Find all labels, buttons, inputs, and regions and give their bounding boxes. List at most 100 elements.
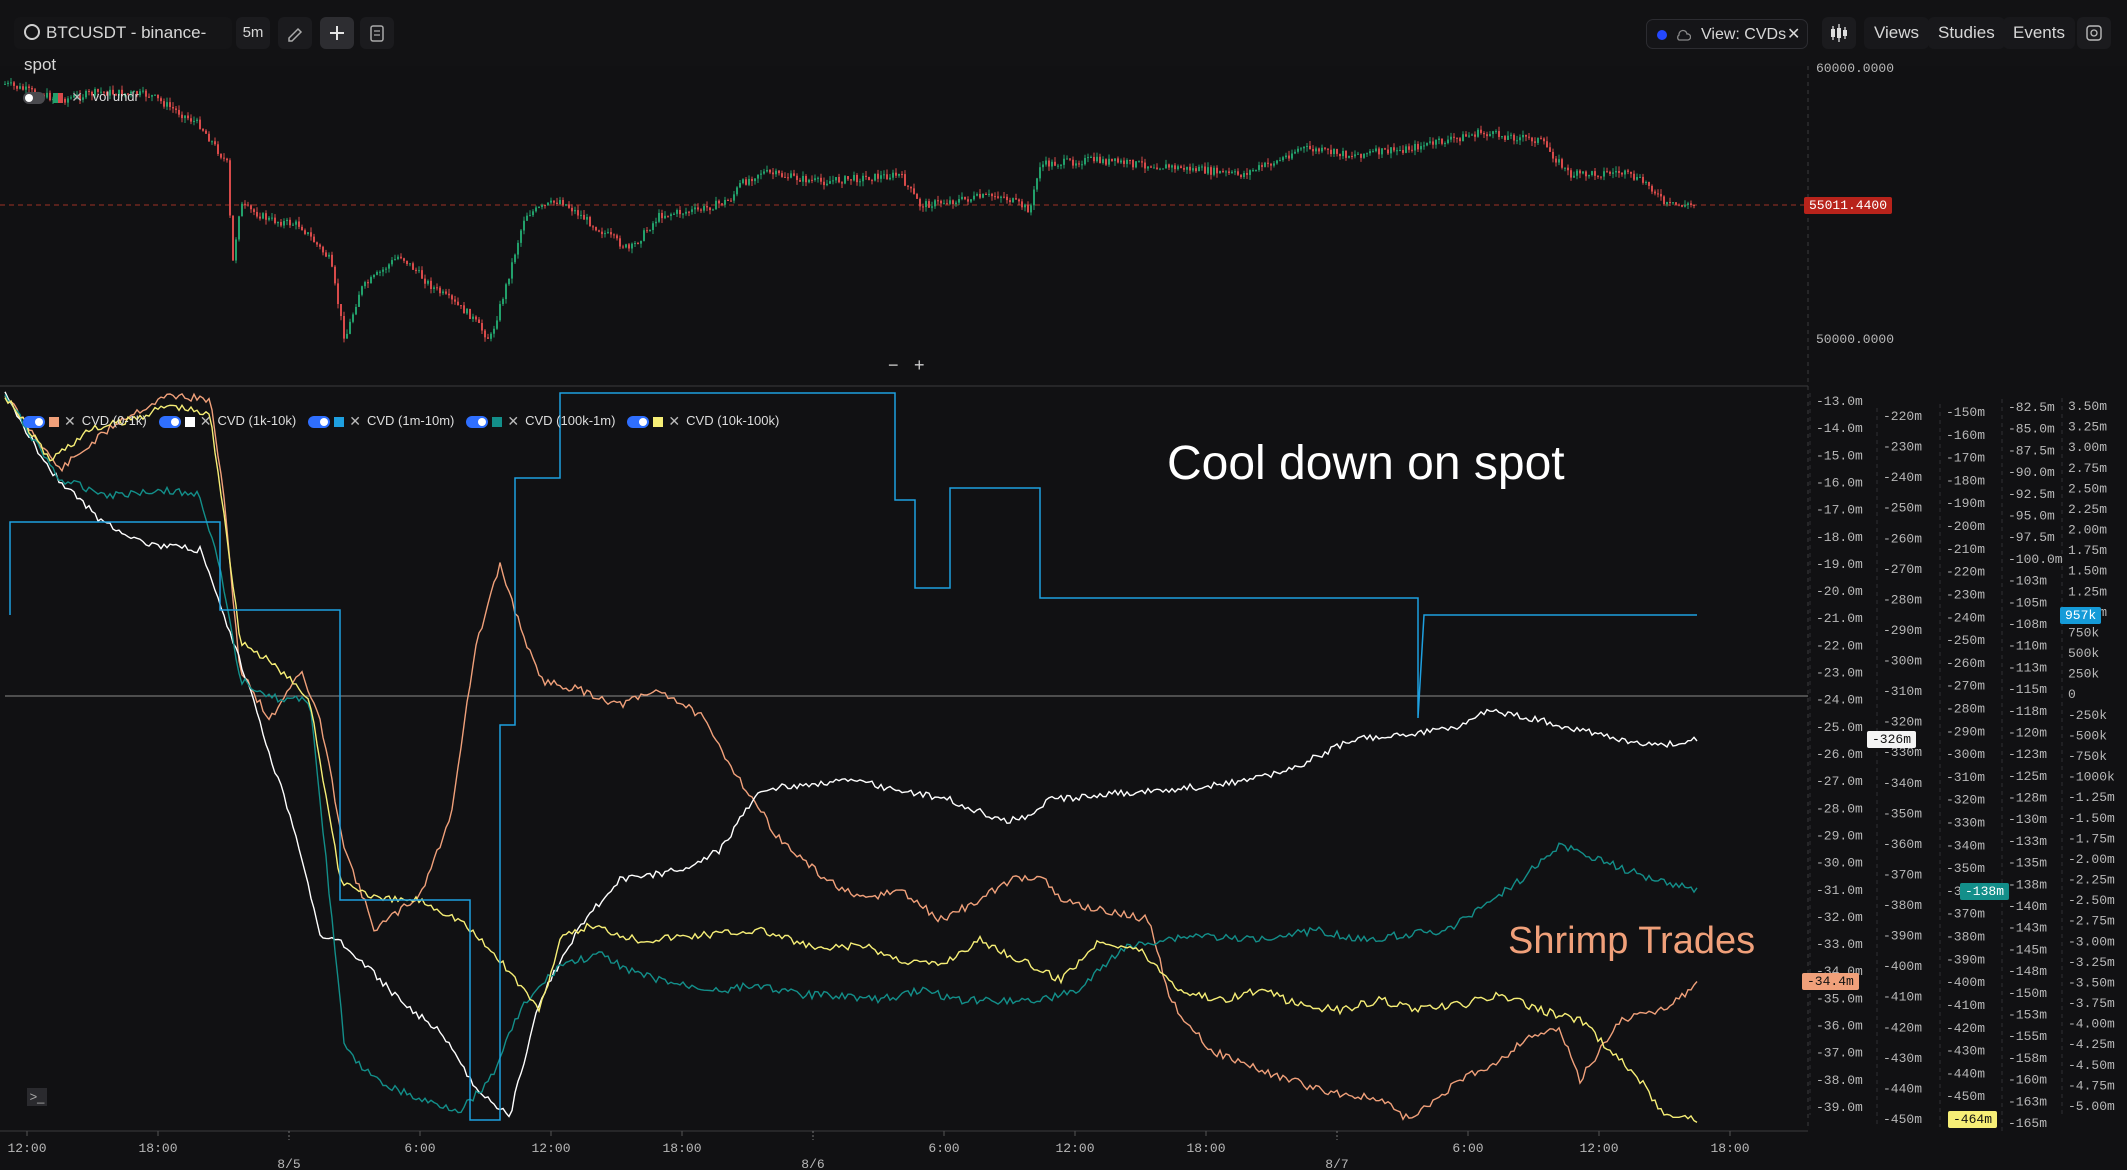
candles-icon[interactable] bbox=[1822, 17, 1856, 49]
candle-body bbox=[793, 173, 795, 176]
cvd-axis4-tick: -143m bbox=[2008, 921, 2047, 936]
candle-body bbox=[1090, 156, 1092, 158]
cvd-axis1-tick: -31.0m bbox=[1816, 883, 1863, 898]
vol-toggle[interactable] bbox=[23, 91, 45, 104]
candle-body bbox=[46, 92, 48, 98]
candle-body bbox=[334, 266, 336, 284]
candle-body bbox=[1249, 170, 1251, 175]
x-tick-label: 12:00 bbox=[1579, 1141, 1618, 1156]
tag-white: -326m bbox=[1867, 731, 1917, 748]
candle-body bbox=[1654, 191, 1656, 194]
cvd-axis5-tick: -3.25m bbox=[2068, 955, 2115, 970]
candle-body bbox=[304, 230, 306, 234]
clipboard-icon[interactable] bbox=[360, 17, 394, 49]
candle-body bbox=[1066, 158, 1068, 160]
candle-body bbox=[1540, 137, 1542, 139]
candle-body bbox=[817, 177, 819, 179]
series-toggle[interactable] bbox=[627, 415, 650, 428]
series-toggle[interactable] bbox=[158, 415, 181, 428]
zoom-in-button[interactable]: + bbox=[914, 355, 925, 375]
candle-body bbox=[541, 205, 543, 207]
candle-body bbox=[1510, 134, 1512, 136]
studies-button[interactable]: Studies bbox=[1928, 17, 2005, 49]
candle-body bbox=[421, 270, 423, 279]
candle-body bbox=[1429, 141, 1431, 143]
candle-body bbox=[694, 207, 696, 210]
cvd-axis5-tick: -1.50m bbox=[2068, 811, 2115, 826]
terminal-icon[interactable]: >_ bbox=[27, 1088, 47, 1106]
series-toggle[interactable] bbox=[466, 415, 489, 428]
candle-body bbox=[166, 102, 168, 107]
legend-item[interactable]: ✕ CVD (1m-10m) bbox=[308, 413, 454, 430]
cvd-axis4-tick: -120m bbox=[2008, 725, 2047, 740]
cvd-axis3-tick: -390m bbox=[1946, 952, 1985, 967]
candle-body bbox=[562, 200, 564, 206]
remove-icon[interactable]: ✕ bbox=[349, 413, 361, 430]
legend-item[interactable]: ✕ CVD (10k-100k) bbox=[627, 413, 779, 430]
candle-body bbox=[1501, 136, 1503, 138]
price-tick-label: 60000.0000 bbox=[1816, 61, 1894, 76]
cvd-axis4-tick: -103m bbox=[2008, 574, 2047, 589]
candle-body bbox=[13, 82, 15, 86]
remove-icon[interactable]: ✕ bbox=[668, 413, 681, 430]
zoom-out-button[interactable]: − bbox=[888, 355, 899, 375]
candle-body bbox=[964, 196, 966, 200]
remove-icon[interactable]: ✕ bbox=[71, 89, 83, 106]
candle-body bbox=[520, 230, 522, 243]
candle-body bbox=[982, 193, 984, 198]
cvd-axis3-tick: -410m bbox=[1946, 998, 1985, 1013]
candle-body bbox=[934, 200, 936, 207]
candle-body bbox=[88, 90, 90, 92]
candle-body bbox=[313, 236, 315, 243]
cvd-axis2-tick: -430m bbox=[1883, 1051, 1922, 1066]
candle-body bbox=[403, 258, 405, 261]
add-icon[interactable] bbox=[320, 17, 354, 49]
candle-body bbox=[112, 89, 114, 95]
candle-body bbox=[232, 215, 234, 261]
series-toggle[interactable] bbox=[23, 415, 45, 428]
candle-body bbox=[592, 226, 594, 228]
candle-body bbox=[412, 263, 414, 270]
legend-item[interactable]: ✕ CVD (0-1k) bbox=[23, 413, 147, 430]
close-icon[interactable]: ✕ bbox=[1787, 26, 1801, 43]
view-selector[interactable]: View: CVDs ✕ bbox=[1646, 19, 1808, 49]
settings-icon[interactable] bbox=[2077, 17, 2111, 49]
edit-icon[interactable] bbox=[278, 17, 312, 49]
candle-body bbox=[1519, 137, 1521, 141]
candle-body bbox=[394, 259, 396, 261]
candle-body bbox=[1000, 196, 1002, 198]
candle-body bbox=[781, 173, 783, 177]
candle-body bbox=[424, 278, 426, 284]
candle-body bbox=[784, 176, 786, 178]
legend-item[interactable]: ✕ CVD (100k-1m) bbox=[466, 413, 615, 430]
candle-body bbox=[1291, 153, 1293, 159]
series-toggle[interactable] bbox=[308, 415, 331, 428]
candle-body bbox=[811, 179, 813, 181]
candle-body bbox=[1018, 199, 1020, 202]
candle-body bbox=[883, 174, 885, 176]
cvd-axis4-tick: -123m bbox=[2008, 747, 2047, 762]
candle-body bbox=[1294, 151, 1296, 154]
candle-body bbox=[1243, 173, 1245, 178]
candle-body bbox=[976, 194, 978, 196]
legend-item[interactable]: ✕ CVD (1k-10k) bbox=[158, 413, 296, 430]
remove-icon[interactable]: ✕ bbox=[507, 413, 520, 430]
symbol-search[interactable]: BTCUSDT - binance-spot bbox=[14, 17, 232, 74]
series-label: CVD (0-1k) bbox=[81, 413, 147, 429]
remove-icon[interactable]: ✕ bbox=[64, 413, 76, 430]
events-button[interactable]: Events bbox=[2003, 17, 2075, 49]
cvd-axis4-tick: -92.5m bbox=[2008, 487, 2055, 502]
candle-body bbox=[919, 198, 921, 207]
timeframe-button[interactable]: 5m bbox=[236, 17, 270, 49]
candle-body bbox=[658, 212, 660, 222]
candle-body bbox=[1174, 165, 1176, 170]
cvd-axis2-tick: -270m bbox=[1883, 562, 1922, 577]
candle-body bbox=[1549, 147, 1551, 152]
cvd-axis4-tick: -125m bbox=[2008, 769, 2047, 784]
views-button[interactable]: Views bbox=[1864, 17, 1930, 49]
candle-body bbox=[1594, 171, 1596, 176]
candle-body bbox=[1474, 134, 1476, 137]
remove-icon[interactable]: ✕ bbox=[199, 413, 212, 430]
candle-body bbox=[154, 94, 156, 96]
